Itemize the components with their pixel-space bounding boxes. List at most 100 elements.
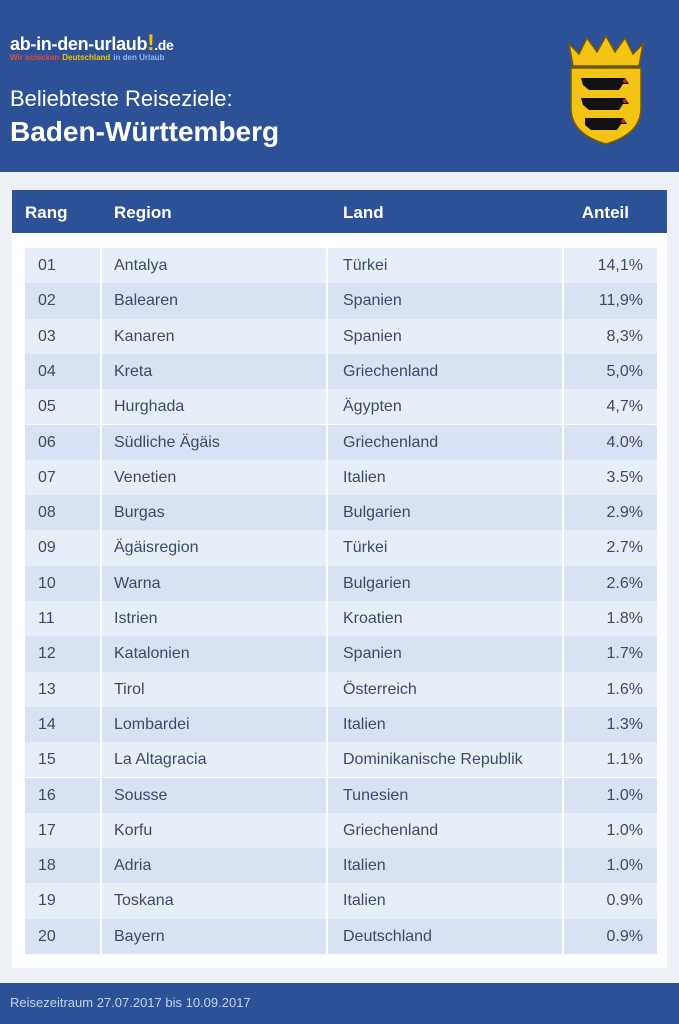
table-cell: Istrien [114,610,158,627]
table-row: 17 Korfu Griechenland 1.0% [25,812,657,849]
table-cell: 4.0% [606,433,643,451]
tagline-part: in den Urlaub [113,53,165,62]
table-cell: Katalonien [114,645,190,663]
table-cell: 05 [38,398,56,416]
table-cell: Spanien [343,327,402,345]
table-cell: 2.9% [606,504,643,522]
column-header: Region [114,203,172,222]
table-row: 09 Ägäisregion Türkei 2.7% [25,530,657,566]
table-cell: 0.9% [606,927,643,945]
table-row: 02 Balearen Spanien 11,9% [25,283,657,319]
logo-mark: ! [147,30,155,55]
table-cell: 1.0% [606,857,643,875]
table-cell: 19 [38,892,56,910]
table-cell: 15 [38,751,56,769]
table-cell: 06 [38,433,56,451]
title: Baden-Württemberg [10,116,280,147]
table-row: 16 Sousse Tunesien 1.0% [25,777,657,813]
table-cell: 11 [38,610,55,627]
table-cell: 09 [38,539,56,557]
table-cell: 1.7% [606,645,643,663]
table-cell: Tunesien [343,786,409,804]
table-cell: 02 [38,292,56,310]
table-cell: 12 [38,645,56,663]
table-cell: Burgas [114,504,165,522]
table-row: 03 Kanaren Spanien 8,3% [25,318,657,354]
table-cell: Deutschland [343,927,432,945]
table-row: 10 Warna Bulgarien 2.6% [25,565,657,601]
logo-name: ab-in-den-urlaub [10,34,148,54]
table-cell: Lombardei [114,715,190,733]
table-cell: 1.1% [606,751,643,769]
table-row: 01 Antalya Türkei 14,1% [25,248,657,284]
table-cell: Antalya [114,257,168,274]
table-cell: Kanaren [114,327,175,345]
logo: ab-in-den-urlaub!.de [10,30,174,56]
table-cell: Griechenland [343,821,439,839]
column-divider [562,248,564,954]
table-cell: Korfu [114,821,153,839]
table-cell: Italien [343,892,386,910]
table-cell: Warna [114,574,161,592]
table-cell: La Altagracia [114,751,207,769]
table-cell: 0.9% [606,892,643,910]
table-row: 05 Hurghada Ägypten 4,7% [25,389,657,425]
table-cell: Toskana [114,892,174,910]
column-header: Rang [25,203,68,222]
table-row: 07 Venetien Italien 3.5% [25,459,657,496]
coat-of-arms [567,36,645,145]
column-divider [100,248,102,954]
footer-text: Reisezeitraum 27.07.2017 bis 10.09.2017 [10,995,251,1010]
table-cell: Italien [343,715,386,733]
table-cell: 4,7% [606,398,643,416]
table-cell: 2.7% [606,539,643,557]
table-cell: Adria [114,857,152,875]
table-cell: 01 [38,257,56,274]
table-cell: Türkei [343,257,388,274]
table-cell: Griechenland [343,433,439,451]
table-cell: Italien [343,468,386,486]
tagline-part: Deutschland [62,53,111,62]
table-cell: Bulgarien [343,504,411,522]
table-cell: Sousse [114,786,168,804]
table-cell: Balearen [114,292,179,310]
table-cell: 1.0% [606,821,643,839]
table-cell: Dominikanische Republik [343,751,523,769]
table-cell: 10 [38,574,56,592]
subtitle: Beliebteste Reiseziele: [10,86,233,111]
table-cell: 14,1% [597,257,643,274]
tagline-part: Wir schicken [10,53,60,62]
table-cell: 20 [38,927,56,945]
column-header: Anteil [581,203,629,222]
table-cell: 3.5% [606,468,643,486]
column-divider [326,248,328,954]
table-cell: 11,9% [598,292,643,310]
table-cell: 07 [38,468,56,486]
column-header: Land [343,203,384,222]
table-cell: 08 [38,504,56,522]
table-cell: Kreta [114,362,153,380]
table-header: Rang Region Land Anteil [12,190,667,233]
table-cell: Spanien [343,292,402,310]
table-cell: 17 [38,821,56,839]
table-row: 11 Istrien Kroatien 1.8% [25,601,657,637]
table-cell: Venetien [114,468,177,486]
header: ab-in-den-urlaub!.de Wir schicken Deutsch… [0,0,679,172]
table-cell: 1.3% [606,715,643,733]
table-row: 14 Lombardei Italien 1.3% [25,706,657,743]
table-row: 12 Katalonien Spanien 1.7% [25,636,657,672]
table-cell: Italien [343,857,386,875]
table-cell: 1.8% [606,610,643,627]
table-row: 19 Toskana Italien 0.9% [25,883,657,919]
table-row: 20 Bayern Deutschland 0.9% [25,918,657,954]
table-cell: Hurghada [114,398,185,416]
table-cell: 03 [38,327,56,345]
table-cell: 14 [38,715,56,733]
table-cell: 8,3% [606,327,643,345]
table-cell: 04 [38,362,56,380]
table-cell: 13 [38,680,56,698]
table-row: 13 Tirol Österreich 1.6% [25,671,657,707]
table-cell: Spanien [343,645,402,663]
footer: Reisezeitraum 27.07.2017 bis 10.09.2017 [0,983,679,1024]
